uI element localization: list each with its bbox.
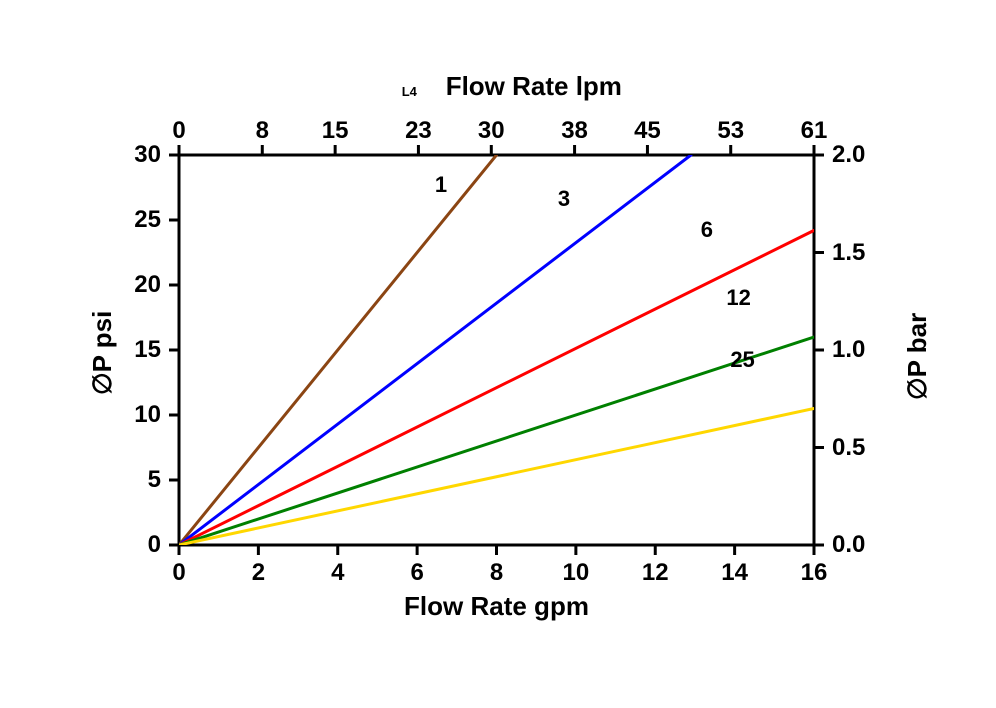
- ticks-right-label: 2.0: [832, 141, 865, 169]
- series-label: 12: [726, 285, 750, 311]
- ticks-bottom-label: 12: [642, 559, 669, 587]
- ticks-top-label: 8: [256, 117, 269, 145]
- ticks-top-label: 61: [801, 117, 828, 145]
- ticks-bottom-label: 8: [490, 559, 503, 587]
- ticks-top-label: 23: [405, 117, 432, 145]
- ticks-left-label: 5: [148, 466, 161, 494]
- series-label: 3: [558, 186, 570, 212]
- ticks-right-label: 1.0: [832, 336, 865, 364]
- ticks-bottom-label: 2: [252, 559, 265, 587]
- ticks-top-label: 15: [322, 117, 349, 145]
- ticks-bottom-label: 10: [563, 559, 590, 587]
- top-axis-title: Flow Rate lpm: [446, 71, 622, 102]
- ticks-top-label: 0: [172, 117, 185, 145]
- ticks-bottom-label: 16: [801, 559, 828, 587]
- ticks-top-label: 38: [561, 117, 588, 145]
- left-axis-title: ∅P psi: [87, 311, 118, 395]
- bottom-axis-title: Flow Rate gpm: [404, 591, 589, 622]
- right-axis-title: ∅P bar: [902, 313, 933, 400]
- chart-plot-area: [179, 155, 814, 545]
- ticks-top-label: 30: [478, 117, 505, 145]
- ticks-bottom-label: 6: [410, 559, 423, 587]
- series-label: 25: [730, 347, 754, 373]
- series-label: 1: [435, 172, 447, 198]
- ticks-left-label: 30: [134, 141, 161, 169]
- ticks-top-label: 45: [634, 117, 661, 145]
- chart-corner-label: L4: [402, 84, 417, 99]
- ticks-right-label: 0.5: [832, 434, 865, 462]
- ticks-left-label: 25: [134, 206, 161, 234]
- ticks-bottom-label: 0: [172, 559, 185, 587]
- series-label: 6: [701, 217, 713, 243]
- ticks-right-label: 1.5: [832, 239, 865, 267]
- ticks-top-label: 53: [717, 117, 744, 145]
- ticks-left-label: 10: [134, 401, 161, 429]
- ticks-right-label: 0.0: [832, 531, 865, 559]
- ticks-left-label: 0: [148, 531, 161, 559]
- ticks-bottom-label: 4: [331, 559, 344, 587]
- ticks-left-label: 15: [134, 336, 161, 364]
- ticks-bottom-label: 14: [721, 559, 748, 587]
- ticks-left-label: 20: [134, 271, 161, 299]
